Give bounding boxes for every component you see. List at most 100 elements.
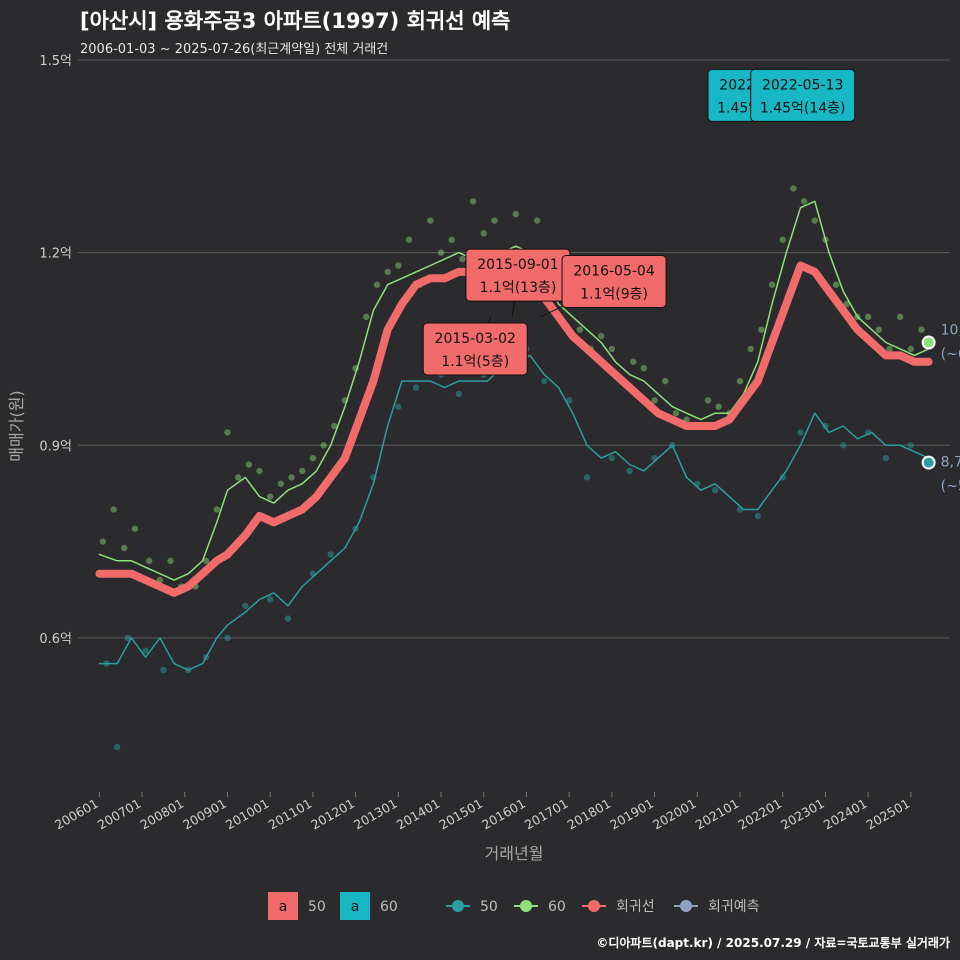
scatter-point-60: [747, 345, 754, 353]
legend-key-label-60: [340, 892, 370, 920]
legend-dot-60: [520, 900, 532, 912]
scatter-point-50: [242, 602, 249, 609]
scatter-point-60: [331, 422, 338, 430]
annotation-date: 2015-03-02: [435, 331, 516, 347]
scatter-point-50: [541, 377, 548, 385]
scatter-point-60: [800, 198, 808, 205]
annotation-value: 1.1억(9층): [580, 287, 648, 303]
y-tick-label: 0.6억: [39, 632, 72, 647]
scatter-point-60: [875, 326, 883, 333]
scatter-point-60: [245, 461, 253, 468]
annotation-box: [422, 322, 528, 376]
annotation-box: [561, 255, 667, 309]
scatter-point-60: [277, 480, 285, 487]
scatter-point-60: [437, 249, 445, 256]
annotation-date: 2015-09-01: [477, 257, 558, 273]
legend-dot-50: [452, 900, 464, 912]
scatter-point-60: [145, 557, 153, 565]
end-label-area: (~50㎡): [941, 479, 960, 495]
scatter-point-60: [608, 345, 616, 353]
scatter-point-60: [491, 217, 498, 224]
scatter-point-50: [113, 743, 121, 751]
scatter-point-60: [758, 326, 765, 333]
scatter-point-60: [533, 217, 541, 224]
annotation-date: 2016-05-04: [573, 264, 654, 280]
chart-subtitle: 2006-01-03 ~ 2025-07-26(최근계약일) 전체 거래건: [80, 42, 388, 57]
end-point-50: [921, 455, 936, 470]
scatter-point-50: [797, 429, 804, 436]
scatter-point-60: [790, 185, 797, 192]
scatter-point-60: [469, 198, 477, 205]
scatter-point-60: [576, 326, 584, 333]
scatter-point-60: [405, 236, 413, 243]
scatter-point-60: [309, 454, 317, 462]
scatter-point-60: [99, 538, 107, 545]
scatter-point-60: [167, 557, 174, 565]
scatter-point-60: [256, 467, 263, 475]
scatter-point-60: [630, 358, 637, 365]
scatter-point-60: [651, 397, 658, 404]
legend-dot-회귀예측: [680, 900, 692, 912]
legend-key-name: 50: [308, 899, 326, 915]
scatter-point-60: [266, 493, 274, 500]
series-line-60: [98, 200, 930, 581]
scatter-point-60: [202, 557, 210, 565]
scatter-point-60: [320, 442, 327, 449]
annotations: 2022-02-111.45억(13층)2022-05-131.45억(14층)…: [422, 68, 856, 376]
legend-line-name: 50: [480, 899, 498, 915]
end-label-area: (~60㎡): [941, 347, 960, 363]
legend: a 50 a 60 50 60 회귀선 회귀예측: [268, 892, 760, 920]
scatter-point-50: [565, 397, 573, 404]
caption: ©디아파트(dapt.kr) / 2025.07.29 / 자료=국토교통부 실…: [596, 935, 950, 950]
legend-key-letter: a: [351, 899, 360, 915]
legend-dot-회귀선: [588, 900, 600, 912]
annotation-value: 1.1억(5층): [441, 354, 509, 370]
scatter-point-50: [412, 384, 420, 391]
end-points: 10,606 (~60㎡) 8,733 (~50㎡): [921, 323, 960, 495]
scatter-point-60: [598, 332, 605, 340]
legend-key-name: 60: [380, 899, 398, 915]
scatter-point-60: [395, 262, 402, 269]
scatter-point-50: [754, 512, 762, 520]
legend-line-name: 60: [548, 899, 566, 915]
annotation-value: 1.1억(13층): [480, 280, 557, 296]
scatter-point-60: [779, 236, 786, 243]
scatter-point-50: [455, 390, 463, 398]
end-point-60: [921, 335, 936, 350]
scatter-point-60: [811, 217, 818, 224]
scatter-point-60: [363, 313, 370, 321]
scatter-point-60: [864, 313, 872, 321]
scatter-point-60: [459, 255, 466, 263]
scatter-point-60: [110, 506, 117, 513]
end-label-value: 10,606: [941, 323, 960, 339]
scatter-point-60: [896, 313, 904, 321]
scatter-point-50: [626, 467, 633, 475]
scatter-point-50: [142, 647, 149, 654]
y-tick-label: 1.5억: [39, 54, 72, 69]
scatter-point-60: [640, 365, 648, 372]
scatter-point-50: [608, 454, 616, 462]
y-axis-label: 매매가(원): [7, 390, 26, 461]
y-axis-ticks: 0.6억 0.9억 1.2억 1.5억: [39, 54, 72, 647]
scatter-point-50: [160, 666, 167, 674]
scatter-point-50: [583, 474, 591, 481]
scatter-layer: [99, 185, 925, 751]
legend-key-letter: a: [279, 899, 288, 915]
scatter-point-50: [711, 487, 719, 494]
scatter-point-50: [224, 634, 231, 642]
scatter-point-60: [715, 403, 722, 410]
scatter-point-60: [480, 230, 487, 237]
annotation-value: 1.45억(14층): [760, 100, 846, 116]
scatter-point-50: [882, 454, 890, 462]
chart-title: [아산시] 용화주공3 아파트(1997) 회귀선 예측: [80, 9, 511, 33]
scatter-point-50: [907, 442, 915, 449]
scatter-point-60: [768, 281, 776, 288]
scatter-point-60: [384, 268, 391, 276]
scatter-point-60: [213, 506, 221, 513]
annotation-date: 2022-05-13: [762, 77, 843, 93]
scatter-point-60: [224, 429, 231, 436]
y-tick-label: 1.2억: [39, 247, 72, 262]
scatter-point-60: [234, 474, 242, 481]
